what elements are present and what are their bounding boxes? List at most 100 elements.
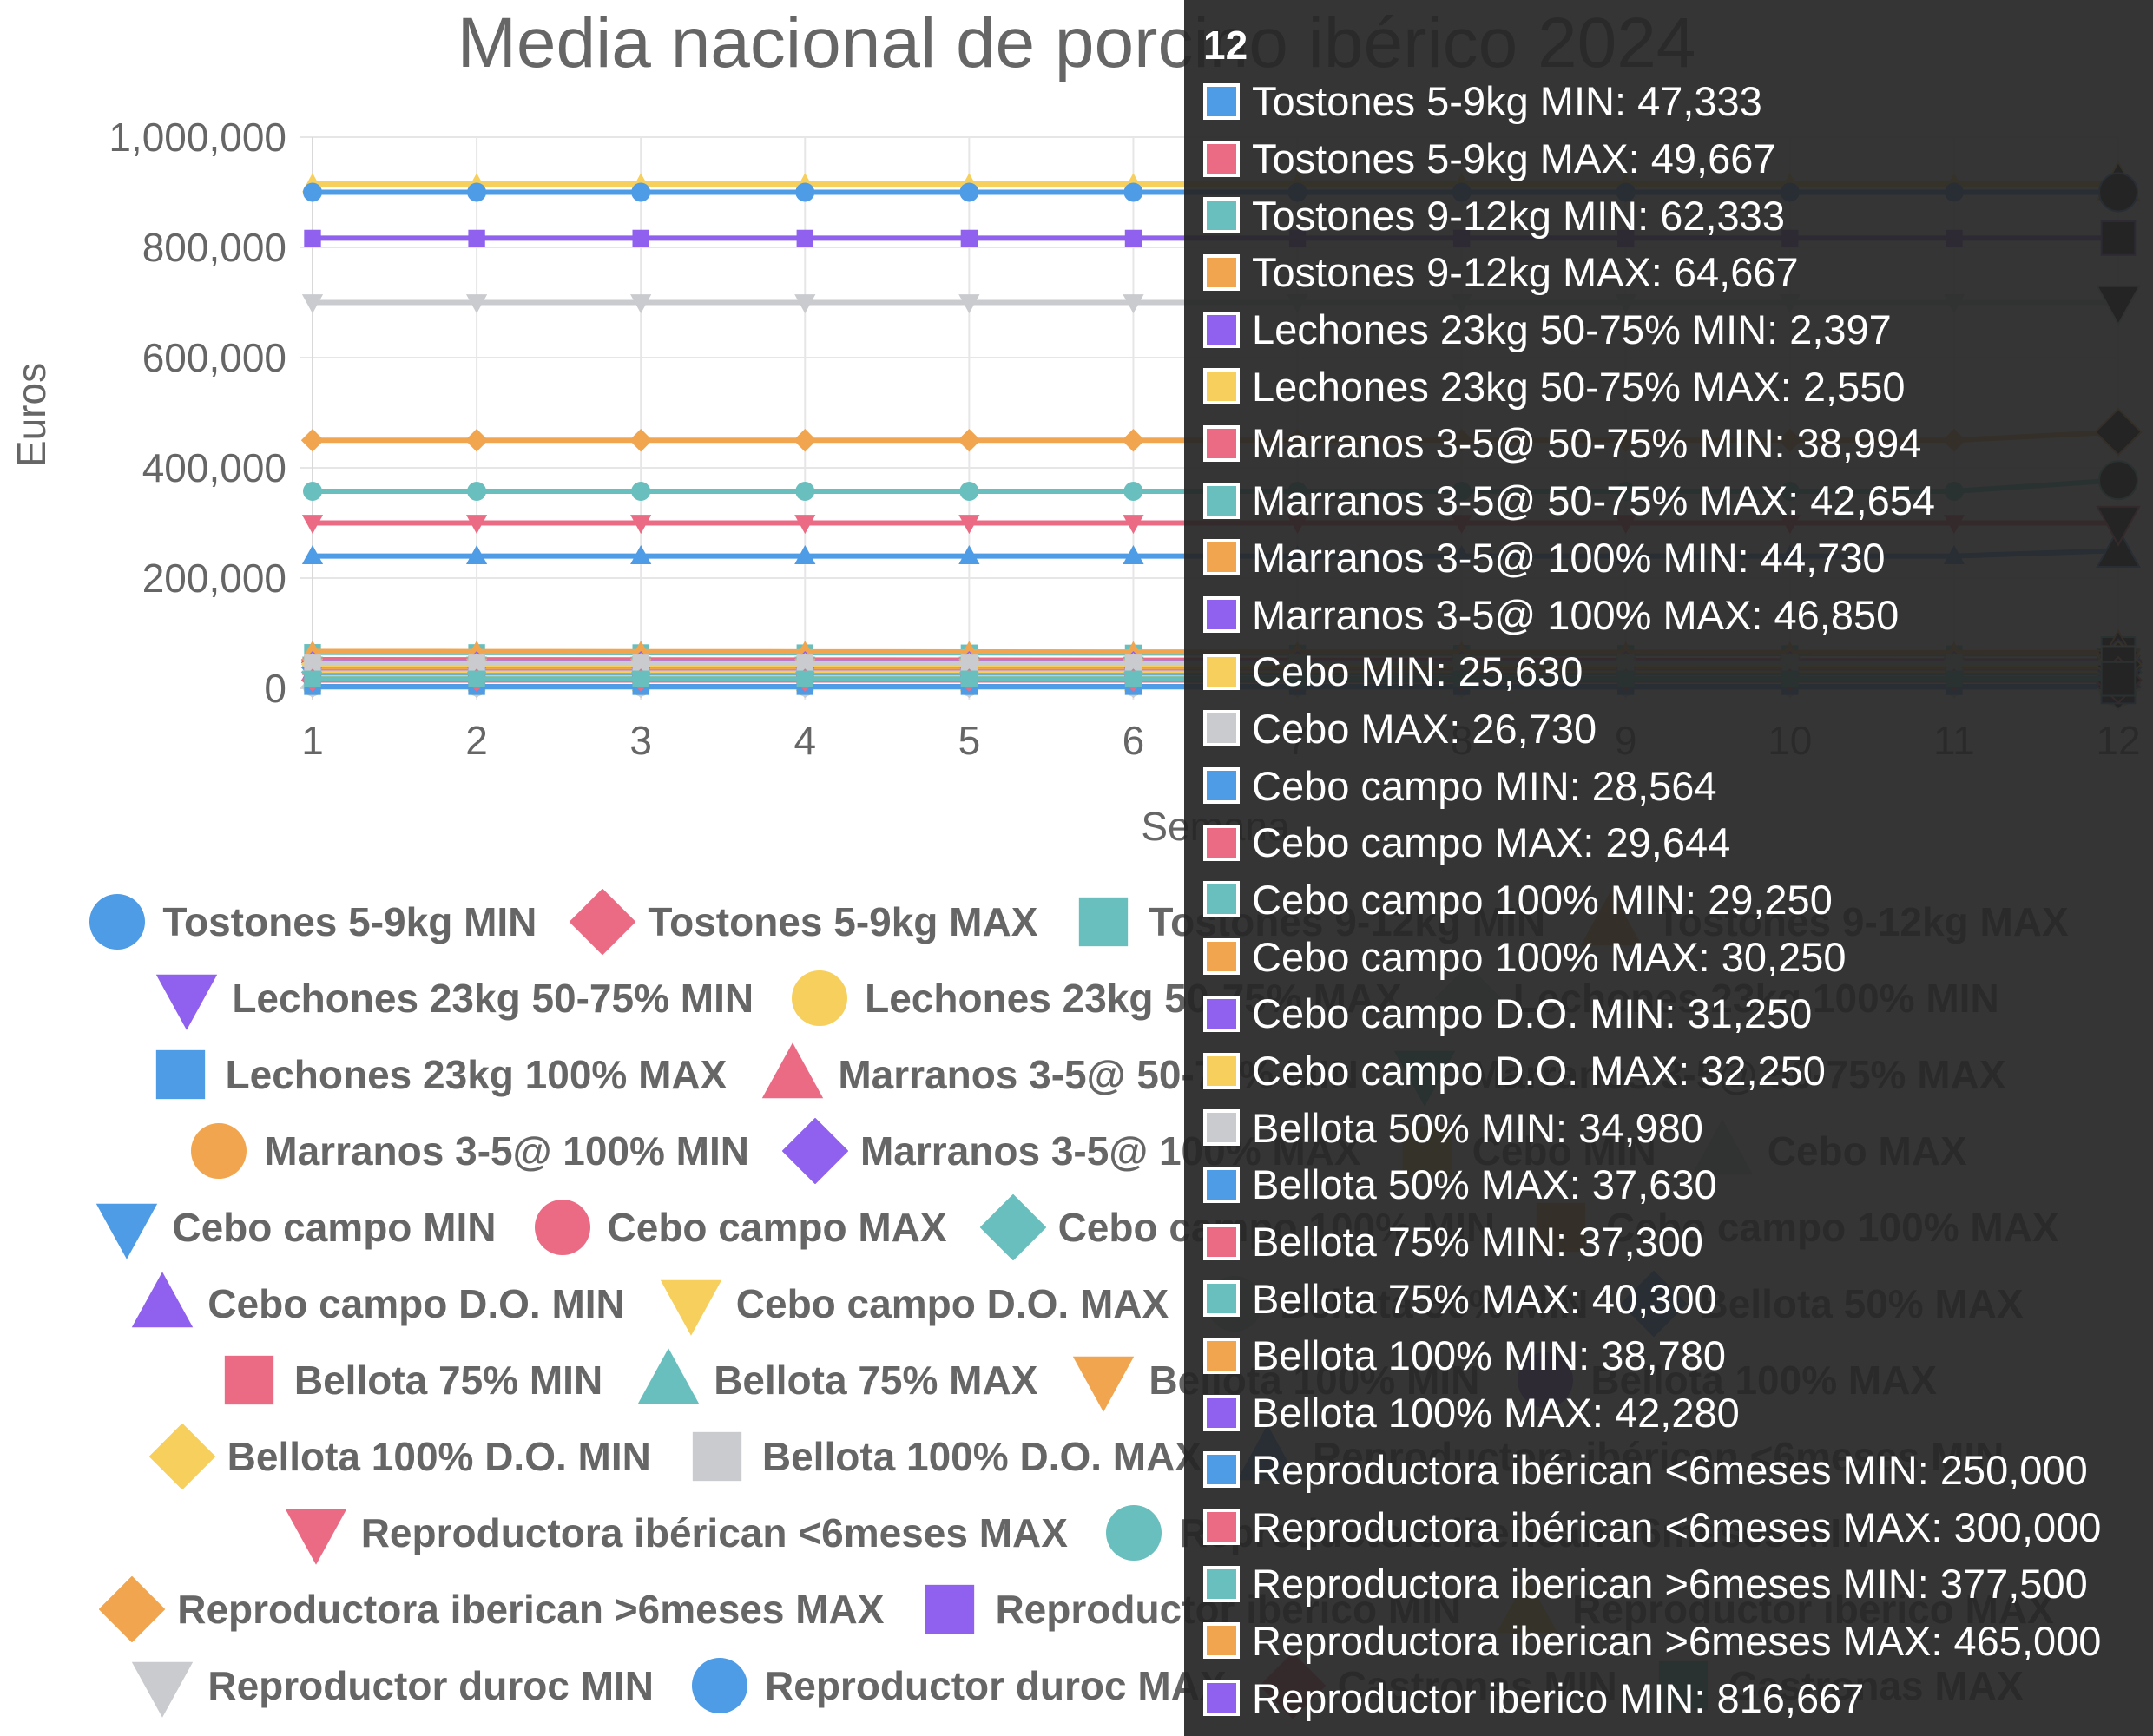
legend-marker bbox=[191, 1123, 247, 1179]
tooltip-row: Cebo campo 100% MIN: 29,250 bbox=[1203, 871, 2137, 929]
tooltip-row-text: Reproductora ibérican <6meses MAX: 300,0… bbox=[1252, 1503, 2102, 1550]
legend-label: Lechones 23kg 100% MAX bbox=[225, 1052, 728, 1097]
tooltip-row-text: Bellota 75% MAX: 40,300 bbox=[1252, 1275, 1717, 1322]
legend-item[interactable]: Reproductora iberican >6meses MAX bbox=[99, 1576, 884, 1642]
tooltip-row-text: Bellota 75% MIN: 37,300 bbox=[1252, 1219, 1703, 1266]
legend-item[interactable]: Cebo campo MIN bbox=[94, 1194, 497, 1260]
tooltip-row: Cebo campo MIN: 28,564 bbox=[1203, 757, 2137, 814]
data-point bbox=[794, 294, 816, 314]
legend-item[interactable]: Bellota 100% D.O. MAX bbox=[684, 1424, 1202, 1489]
tooltip-row: Reproductora iberican >6meses MIN: 377,5… bbox=[1203, 1555, 2137, 1613]
tooltip-row-text: Bellota 50% MAX: 37,630 bbox=[1252, 1161, 1717, 1208]
tooltip-row: Reproductora ibérican <6meses MIN: 250,0… bbox=[1203, 1442, 2137, 1499]
data-point bbox=[793, 429, 817, 452]
legend-item[interactable]: Bellota 100% D.O. MIN bbox=[148, 1424, 651, 1489]
data-point bbox=[960, 654, 978, 672]
legend-marker bbox=[89, 894, 146, 950]
legend-item[interactable]: Lechones 23kg 50-75% MIN bbox=[154, 965, 754, 1031]
legend-marker bbox=[132, 1661, 194, 1718]
legend-label: Bellota 100% D.O. MAX bbox=[761, 1434, 1202, 1479]
data-point bbox=[468, 654, 485, 672]
legend-item[interactable]: Cebo campo D.O. MIN bbox=[129, 1271, 625, 1337]
legend-marker-icon bbox=[534, 1200, 590, 1255]
legend-item[interactable]: Bellota 75% MAX bbox=[635, 1347, 1037, 1413]
legend-label: Cebo campo MAX bbox=[607, 1205, 947, 1250]
data-point bbox=[301, 294, 324, 314]
legend-marker-icon bbox=[285, 1509, 346, 1565]
legend-marker bbox=[99, 1576, 166, 1642]
tooltip-row: Marranos 3-5@ 50-75% MAX: 42,654 bbox=[1203, 472, 2137, 529]
tooltip-row: Lechones 23kg 50-75% MIN: 2,397 bbox=[1203, 301, 2137, 358]
legend-item[interactable]: Tostones 5-9kg MIN bbox=[84, 889, 537, 955]
legend-marker bbox=[637, 1348, 700, 1404]
tooltip-row-text: Marranos 3-5@ 100% MIN: 44,730 bbox=[1252, 534, 1886, 581]
legend-label: Bellota 75% MIN bbox=[293, 1358, 603, 1403]
legend-marker-icon bbox=[89, 894, 146, 950]
legend-label: Bellota 100% D.O. MIN bbox=[227, 1434, 651, 1479]
tooltip-row-text: Tostones 5-9kg MAX: 49,667 bbox=[1252, 135, 1776, 182]
data-point bbox=[960, 229, 978, 247]
tooltip-color-swatch bbox=[1203, 1394, 1240, 1431]
tooltip-row: Bellota 50% MAX: 37,630 bbox=[1203, 1156, 2137, 1213]
tooltip-row: Cebo MAX: 26,730 bbox=[1203, 700, 2137, 758]
data-point bbox=[630, 294, 652, 314]
tooltip-row: Marranos 3-5@ 50-75% MIN: 38,994 bbox=[1203, 415, 2137, 472]
data-point bbox=[958, 294, 980, 314]
legend-item[interactable]: Reproductor duroc MIN bbox=[129, 1653, 654, 1719]
legend-item[interactable]: Reproductora ibérican <6meses MAX bbox=[283, 1500, 1068, 1566]
legend-marker-icon bbox=[781, 1118, 848, 1184]
legend-label: Reproductora iberican >6meses MAX bbox=[177, 1587, 885, 1632]
legend-marker bbox=[660, 1279, 721, 1336]
legend-item[interactable]: Cebo campo D.O. MAX bbox=[658, 1271, 1169, 1337]
data-point bbox=[467, 481, 487, 501]
tooltip-row-text: Cebo campo 100% MIN: 29,250 bbox=[1252, 876, 1833, 923]
legend-marker bbox=[792, 970, 848, 1026]
legend-marker bbox=[781, 1118, 848, 1184]
tooltip-row-text: Cebo campo 100% MAX: 30,250 bbox=[1252, 933, 1847, 980]
data-point bbox=[304, 670, 321, 687]
data-point bbox=[796, 654, 813, 672]
data-point bbox=[795, 182, 815, 202]
tooltip-row: Cebo campo 100% MAX: 30,250 bbox=[1203, 928, 2137, 985]
legend-marker bbox=[132, 1272, 194, 1328]
legend-item[interactable]: Tostones 5-9kg MAX bbox=[570, 889, 1037, 955]
data-point bbox=[630, 544, 652, 564]
tooltip-row-text: Tostones 9-12kg MAX: 64,667 bbox=[1252, 249, 1799, 296]
legend-marker-icon bbox=[156, 974, 218, 1030]
data-point bbox=[958, 515, 980, 535]
tooltip-row: Bellota 100% MAX: 42,280 bbox=[1203, 1384, 2137, 1442]
tooltip-color-swatch bbox=[1203, 311, 1240, 348]
legend-item[interactable]: Lechones 23kg 100% MAX bbox=[148, 1042, 728, 1108]
data-point bbox=[794, 544, 816, 564]
tooltip-row: Reproductor iberico MIN: 816,667 bbox=[1203, 1669, 2137, 1726]
tooltip-row-text: Reproductora ibérican <6meses MIN: 250,0… bbox=[1252, 1446, 2088, 1493]
tooltip-row: Reproductora iberican >6meses MAX: 465,0… bbox=[1203, 1613, 2137, 1670]
tooltip-color-swatch bbox=[1203, 767, 1240, 805]
tooltip-row-text: Cebo MAX: 26,730 bbox=[1252, 705, 1597, 752]
tooltip: 12 Tostones 5-9kg MIN: 47,333 Tostones 5-… bbox=[1184, 0, 2153, 1736]
tooltip-row-text: Reproductora iberican >6meses MAX: 465,0… bbox=[1252, 1617, 2102, 1664]
legend-item[interactable]: Cebo campo MAX bbox=[530, 1194, 947, 1260]
data-point bbox=[632, 670, 649, 687]
tooltip-row-text: Bellota 50% MIN: 34,980 bbox=[1252, 1104, 1703, 1151]
tooltip-color-swatch bbox=[1203, 995, 1240, 1032]
tooltip-color-swatch bbox=[1203, 710, 1240, 747]
legend-item[interactable]: Reproductor duroc MAX bbox=[687, 1653, 1227, 1719]
tooltip-row-text: Cebo campo D.O. MIN: 31,250 bbox=[1252, 990, 1813, 1037]
legend-label: Reproductor duroc MIN bbox=[207, 1663, 655, 1708]
tooltip-row: Tostones 5-9kg MAX: 49,667 bbox=[1203, 130, 2137, 187]
legend-marker-icon bbox=[925, 1584, 975, 1634]
legend-marker bbox=[692, 1658, 748, 1713]
tooltip-row-text: Lechones 23kg 50-75% MAX: 2,550 bbox=[1252, 363, 1906, 410]
legend-label: Cebo campo MIN bbox=[172, 1205, 497, 1250]
tooltip-color-swatch bbox=[1203, 368, 1240, 405]
data-point bbox=[1124, 229, 1142, 247]
tooltip-row-text: Tostones 9-12kg MIN: 62,333 bbox=[1252, 192, 1785, 239]
data-point bbox=[630, 515, 652, 535]
legend-item[interactable]: Bellota 75% MIN bbox=[216, 1347, 602, 1413]
data-point bbox=[304, 229, 321, 247]
legend-marker-icon bbox=[96, 1203, 158, 1259]
legend-label: Reproductor duroc MAX bbox=[765, 1663, 1227, 1708]
legend-label: Cebo campo D.O. MAX bbox=[735, 1281, 1169, 1326]
legend-item[interactable]: Marranos 3-5@ 100% MIN bbox=[186, 1118, 749, 1184]
